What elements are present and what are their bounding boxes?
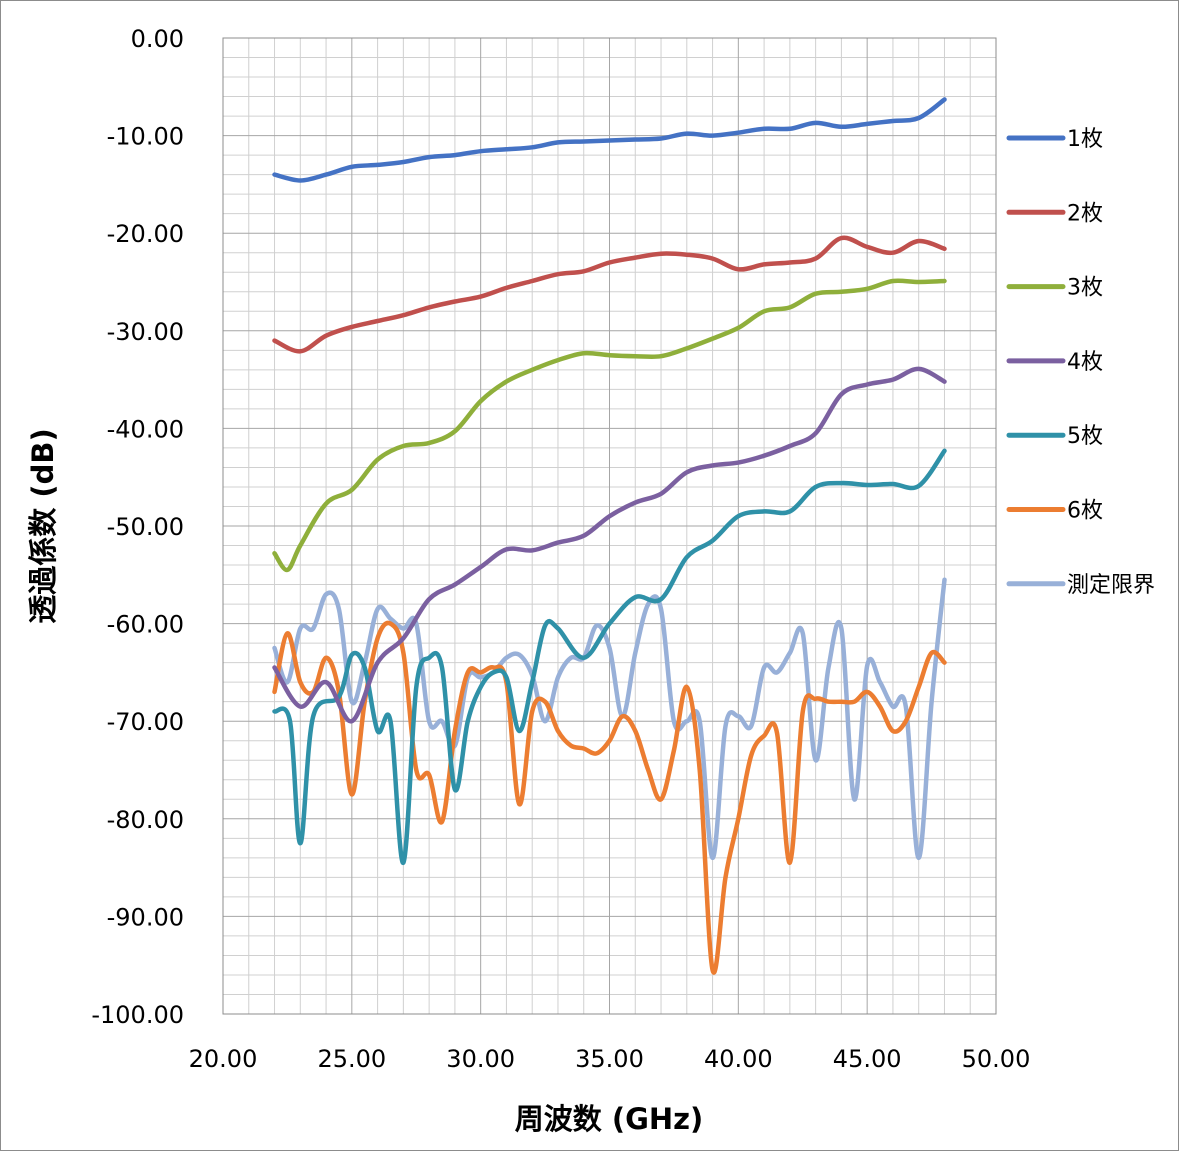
y-tick-label: -80.00 [107, 806, 184, 834]
y-tick-label: -30.00 [107, 318, 184, 346]
y-tick-label: -90.00 [107, 903, 184, 931]
x-tick-label: 30.00 [446, 1045, 515, 1073]
series-line [272, 577, 947, 861]
y-tick-label: -50.00 [107, 513, 184, 541]
x-tick-label: 50.00 [962, 1045, 1031, 1073]
y-tick-label: -40.00 [107, 415, 184, 443]
x-axis-title: 周波数 (GHz) [515, 1102, 704, 1136]
series-line [272, 448, 947, 865]
x-tick-label: 35.00 [575, 1045, 644, 1073]
y-tick-label: 0.00 [131, 25, 184, 53]
series-line [272, 235, 947, 354]
legend-label: 6枚 [1067, 499, 1103, 524]
legend-label: 5枚 [1067, 424, 1103, 449]
series-line [272, 620, 947, 975]
y-tick-label: -70.00 [107, 708, 184, 736]
y-tick-label: -60.00 [107, 611, 184, 639]
y-tick-label: -20.00 [107, 220, 184, 248]
series-line [272, 97, 947, 183]
major-gridlines [222, 37, 997, 1015]
legend-label: 測定限界 [1067, 573, 1155, 598]
series-lines [272, 97, 947, 975]
x-tick-label: 40.00 [704, 1045, 773, 1073]
legend-label: 1枚 [1067, 127, 1103, 152]
x-tick-label: 20.00 [189, 1045, 258, 1073]
y-axis-ticks: 0.00 -10.00 -20.00 -30.00 -40.00 -50.00 -60.00… [91, 25, 184, 1029]
x-tick-label: 45.00 [833, 1045, 902, 1073]
legend-label: 2枚 [1067, 201, 1103, 226]
legend-label: 4枚 [1067, 350, 1103, 375]
series-line [272, 278, 947, 573]
x-tick-label: 25.00 [317, 1045, 386, 1073]
x-axis-ticks: 20.00 25.00 30.00 35.00 40.00 45.00 50.00 [189, 1045, 1031, 1073]
y-axis-title: 透過係数 (dB) [26, 428, 60, 623]
y-tick-label: -100.00 [91, 1001, 184, 1029]
y-tick-label: -10.00 [107, 123, 184, 151]
series-line [272, 366, 947, 724]
legend-label: 3枚 [1067, 276, 1103, 301]
plot-border [222, 37, 997, 1015]
